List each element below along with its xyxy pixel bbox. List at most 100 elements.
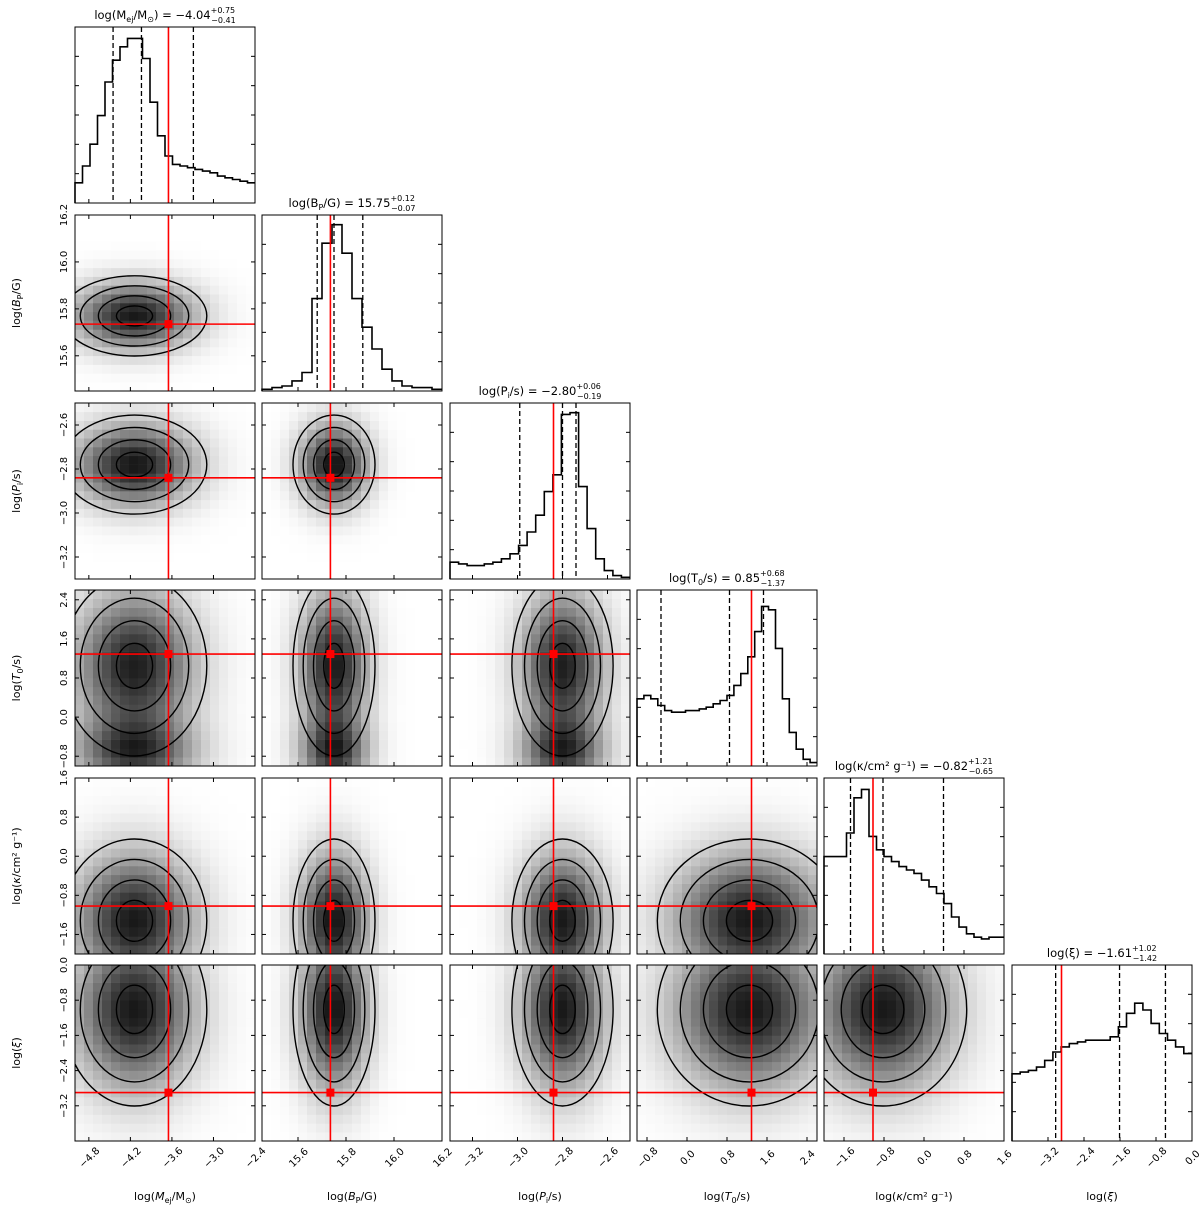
density-cell xyxy=(201,1035,211,1045)
density-cell xyxy=(210,616,220,626)
density-cell xyxy=(316,1035,326,1045)
density-cell xyxy=(129,892,139,902)
density-cell xyxy=(682,778,692,788)
density-cell xyxy=(754,813,764,823)
density-cell xyxy=(540,874,550,884)
density-cell xyxy=(298,464,308,474)
density-cell xyxy=(646,883,656,893)
density-cell xyxy=(298,1097,308,1107)
density-cell xyxy=(727,822,737,832)
density-cell xyxy=(271,1123,281,1133)
density-cell xyxy=(111,590,121,600)
density-cell xyxy=(682,866,692,876)
density-cell xyxy=(219,1105,229,1115)
density-cell xyxy=(612,936,622,946)
density-cell xyxy=(594,651,604,661)
density-cell xyxy=(790,795,800,805)
density-cell xyxy=(192,1132,202,1142)
density-cell xyxy=(352,918,362,928)
density-cell xyxy=(540,713,550,723)
density-cell xyxy=(201,535,211,545)
density-cell xyxy=(111,1035,121,1045)
density-cell xyxy=(540,910,550,920)
density-cell xyxy=(237,778,247,788)
contour-line xyxy=(511,590,614,757)
density-cell xyxy=(343,455,353,465)
density-cell xyxy=(808,910,818,920)
density-cell xyxy=(192,464,202,474)
density-cell xyxy=(691,857,701,867)
density-cell xyxy=(237,570,247,580)
density-cell xyxy=(504,651,514,661)
density-cell xyxy=(621,945,631,955)
density-cell xyxy=(388,438,398,448)
density-cell xyxy=(307,982,317,992)
density-cell xyxy=(388,918,398,928)
density-cell xyxy=(352,936,362,946)
density-cell xyxy=(486,651,496,661)
density-cell xyxy=(93,607,103,617)
density-cell xyxy=(120,1105,130,1115)
density-cell xyxy=(379,625,389,635)
density-cell xyxy=(352,482,362,492)
density-cell xyxy=(316,634,326,644)
density-cell xyxy=(621,660,631,670)
density-cell xyxy=(210,813,220,823)
density-cell xyxy=(210,1070,220,1080)
density-cell xyxy=(388,778,398,788)
density-cell xyxy=(763,910,773,920)
density-cell xyxy=(612,616,622,626)
density-cell xyxy=(111,338,121,348)
density-cell xyxy=(388,739,398,749)
density-cell xyxy=(111,364,121,374)
density-cell xyxy=(111,857,121,867)
density-cell xyxy=(271,543,281,553)
density-cell xyxy=(289,535,299,545)
density-cell xyxy=(594,883,604,893)
density-cell xyxy=(174,320,184,330)
density-cell xyxy=(379,678,389,688)
density-cell xyxy=(334,813,344,823)
density-cell xyxy=(147,1070,157,1080)
density-cell xyxy=(120,982,130,992)
density-cell xyxy=(183,364,193,374)
density-cell xyxy=(477,804,487,814)
density-cell xyxy=(567,686,577,696)
density-cell xyxy=(459,625,469,635)
density-cell xyxy=(174,704,184,714)
density-cell xyxy=(370,778,380,788)
density-cell xyxy=(334,1079,344,1089)
density-cell xyxy=(75,713,85,723)
density-cell xyxy=(691,786,701,796)
density-cell xyxy=(567,642,577,652)
density-cell xyxy=(219,1026,229,1036)
density-cell xyxy=(219,642,229,652)
density-cell xyxy=(111,276,121,286)
density-cell xyxy=(237,329,247,339)
contour-line xyxy=(97,439,172,491)
density-cell xyxy=(138,1123,148,1133)
density-cell xyxy=(808,778,818,788)
density-cell xyxy=(228,526,238,536)
density-cell xyxy=(280,570,290,580)
density-cell xyxy=(84,420,94,430)
density-cell xyxy=(352,607,362,617)
density-cell xyxy=(228,918,238,928)
density-cell xyxy=(147,526,157,536)
density-cell xyxy=(129,848,139,858)
density-cell xyxy=(147,866,157,876)
density-cell xyxy=(361,830,371,840)
density-cell xyxy=(201,607,211,617)
density-cell xyxy=(621,748,631,758)
density-cell xyxy=(637,813,647,823)
density-cell xyxy=(165,526,175,536)
density-cell xyxy=(201,1053,211,1063)
density-cell xyxy=(585,695,595,705)
density-cell xyxy=(201,223,211,233)
density-cell xyxy=(477,927,487,937)
density-cell xyxy=(361,616,371,626)
density-cell xyxy=(486,830,496,840)
density-cell xyxy=(450,634,460,644)
density-cell xyxy=(156,241,166,251)
density-cell xyxy=(397,482,407,492)
